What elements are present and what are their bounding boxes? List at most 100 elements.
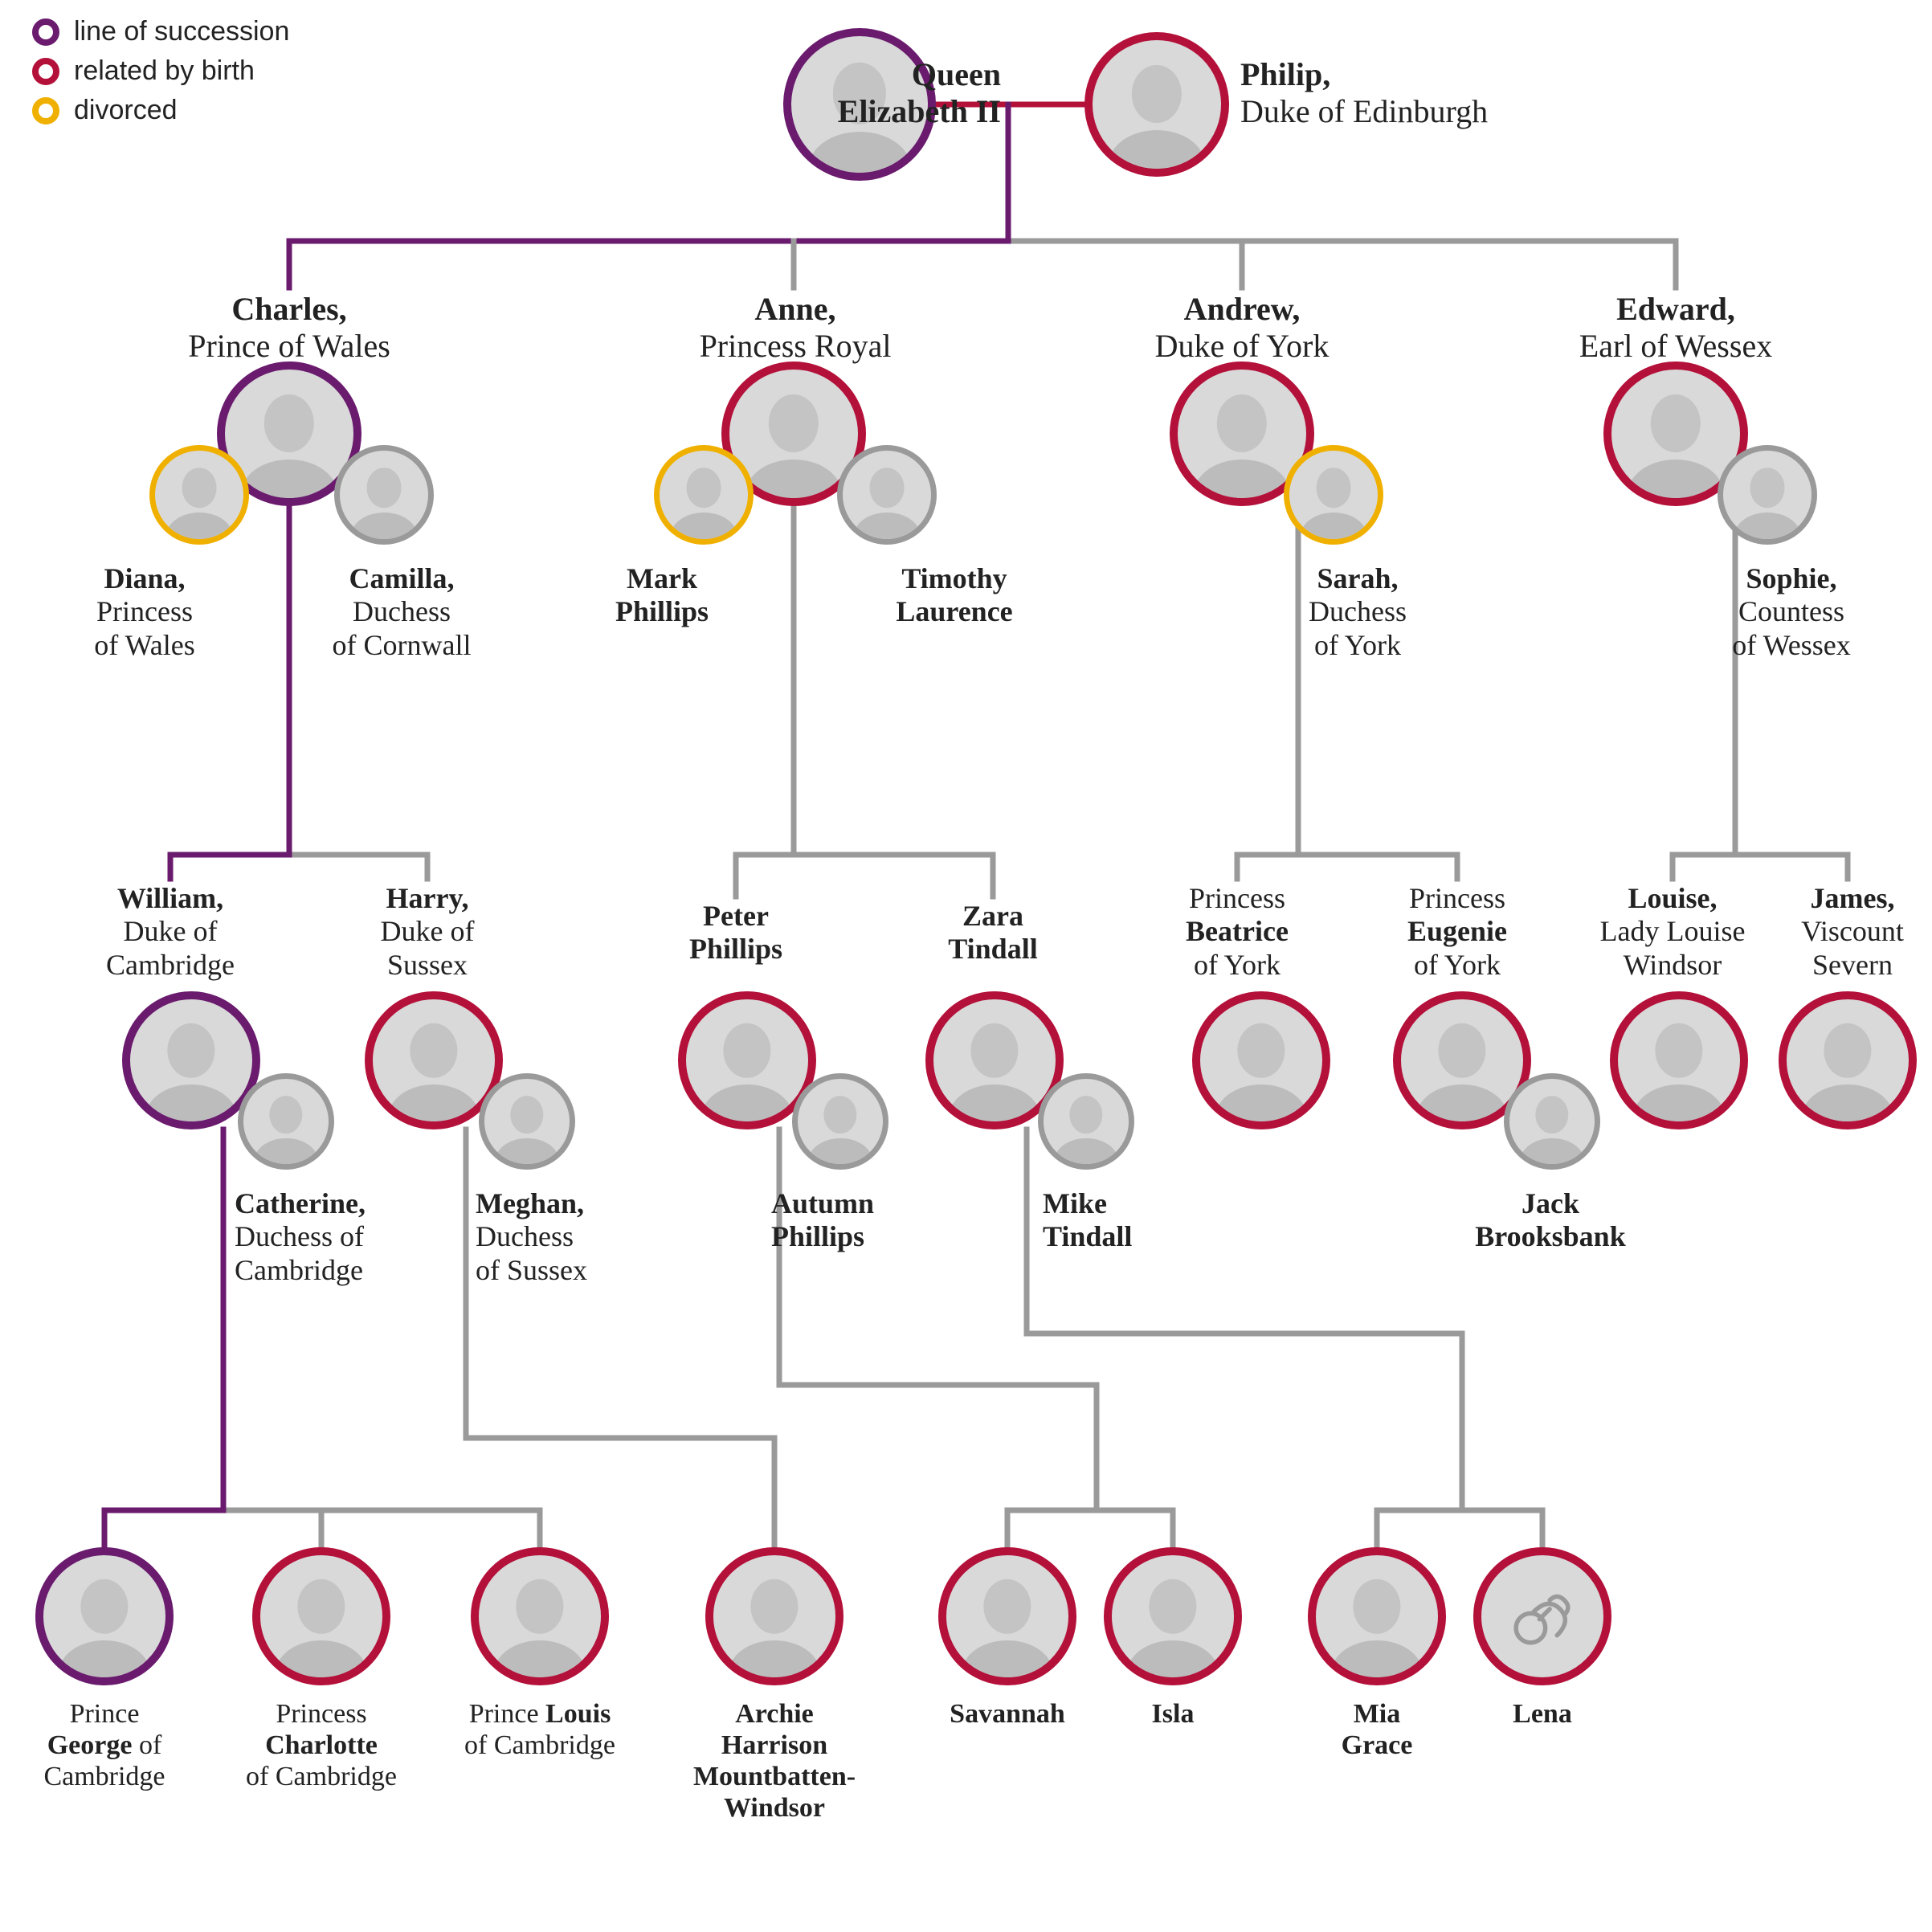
label-charles: Charles,Prince of Wales xyxy=(185,291,394,365)
label-sarah: Sarah,Duchessof York xyxy=(1277,562,1438,662)
label-harry: Harry,Duke ofSussex xyxy=(339,882,516,982)
legend-item-divorced: divorced xyxy=(32,95,289,126)
portrait-body-placeholder xyxy=(276,1640,367,1685)
portrait-diana xyxy=(149,445,249,545)
portrait-body-placeholder xyxy=(962,1640,1053,1685)
label-diana: Diana,Princessof Wales xyxy=(64,562,225,662)
portrait-face-placeholder xyxy=(823,1096,856,1134)
portrait-mike xyxy=(1038,1073,1134,1170)
portrait-body-placeholder xyxy=(388,1084,480,1129)
label-william: William,Duke ofCambridge xyxy=(74,882,267,982)
portrait-charlotte xyxy=(252,1547,390,1685)
portrait-face-placeholder xyxy=(1750,468,1785,508)
portrait-body-placeholder xyxy=(671,513,737,545)
label-catherine: Catherine,Duchess ofCambridge xyxy=(235,1187,443,1287)
portrait-body-placeholder xyxy=(1127,1640,1219,1685)
portrait-body-placeholder xyxy=(241,460,337,506)
label-jack: JackBrooksbank xyxy=(1446,1187,1655,1254)
label-savannah: Savannah xyxy=(924,1698,1091,1730)
portrait-body-placeholder xyxy=(1331,1640,1423,1685)
portrait-sarah xyxy=(1284,445,1383,545)
label-mia: MiaGrace xyxy=(1301,1698,1452,1761)
portrait-face-placeholder xyxy=(182,468,217,508)
label-andrew: Andrew,Duke of York xyxy=(1138,291,1346,365)
label-queen: QueenElizabeth II xyxy=(776,56,1001,130)
portrait-face-placeholder xyxy=(269,1096,302,1134)
portrait-face-placeholder xyxy=(970,1023,1018,1078)
portrait-lena xyxy=(1473,1547,1611,1685)
portrait-body-placeholder xyxy=(729,1640,820,1685)
portrait-mia xyxy=(1308,1547,1446,1685)
portrait-face-placeholder xyxy=(1317,468,1351,508)
portrait-face-placeholder xyxy=(516,1579,563,1634)
portrait-beatrice xyxy=(1192,991,1330,1129)
portrait-body-placeholder xyxy=(1301,513,1367,545)
portrait-isla xyxy=(1104,1547,1242,1685)
portrait-body-placeholder xyxy=(59,1640,150,1685)
portrait-face-placeholder xyxy=(1217,394,1267,452)
legend-label: line of succession xyxy=(74,16,289,47)
portrait-body-placeholder xyxy=(1734,513,1801,545)
portrait-face-placeholder xyxy=(1069,1096,1102,1134)
portrait-face-placeholder xyxy=(1353,1579,1400,1634)
portrait-body-placeholder xyxy=(1628,460,1724,506)
portrait-sophie xyxy=(1718,445,1817,545)
portrait-face-placeholder xyxy=(510,1096,543,1134)
portrait-face-placeholder xyxy=(983,1579,1031,1634)
portrait-body-placeholder xyxy=(1194,460,1290,506)
label-timothy: TimothyLaurence xyxy=(866,562,1043,629)
portrait-savannah xyxy=(938,1547,1076,1685)
portrait-face-placeholder xyxy=(1655,1023,1702,1078)
portrait-face-placeholder xyxy=(687,468,721,508)
portrait-face-placeholder xyxy=(723,1023,770,1078)
portrait-body-placeholder xyxy=(1416,1084,1508,1129)
pacifier-icon xyxy=(1505,1579,1579,1652)
portrait-meghan xyxy=(479,1073,575,1170)
portrait-body-placeholder xyxy=(854,513,921,545)
portrait-george xyxy=(35,1547,174,1685)
label-philip: Philip,Duke of Edinburgh xyxy=(1240,56,1578,130)
portrait-body-placeholder xyxy=(808,132,911,181)
portrait-jack xyxy=(1504,1073,1600,1170)
portrait-louise xyxy=(1610,991,1748,1129)
label-anne: Anne,Princess Royal xyxy=(691,291,900,365)
label-edward: Edward,Earl of Wessex xyxy=(1571,291,1780,365)
portrait-body-placeholder xyxy=(145,1084,237,1129)
label-louis: Prince Louisof Cambridge xyxy=(435,1698,644,1761)
portrait-catherine xyxy=(238,1073,334,1170)
portrait-body-placeholder xyxy=(166,513,233,545)
portrait-body-placeholder xyxy=(1520,1138,1584,1170)
portrait-philip xyxy=(1084,32,1229,177)
portrait-body-placeholder xyxy=(494,1640,586,1685)
portrait-face-placeholder xyxy=(264,394,314,452)
portrait-archie xyxy=(705,1547,843,1685)
label-archie: ArchieHarrisonMountbatten-Windsor xyxy=(659,1698,890,1824)
label-charlotte: PrincessCharlotteof Cambridge xyxy=(222,1698,421,1792)
portrait-face-placeholder xyxy=(1237,1023,1285,1078)
portrait-mark xyxy=(654,445,754,545)
portrait-face-placeholder xyxy=(1438,1023,1485,1078)
portrait-face-placeholder xyxy=(297,1579,345,1634)
divorced-swatch xyxy=(32,97,59,125)
portrait-body-placeholder xyxy=(949,1084,1040,1129)
portrait-body-placeholder xyxy=(808,1138,872,1170)
portrait-face-placeholder xyxy=(1132,65,1182,123)
portrait-autumn xyxy=(792,1073,888,1170)
legend-item-succession: line of succession xyxy=(32,16,289,47)
portrait-face-placeholder xyxy=(769,394,819,452)
portrait-face-placeholder xyxy=(1651,394,1701,452)
portrait-louis xyxy=(471,1547,609,1685)
portrait-face-placeholder xyxy=(1535,1096,1568,1134)
label-mike: MikeTindall xyxy=(1043,1187,1203,1254)
portrait-body-placeholder xyxy=(1802,1084,1893,1129)
label-autumn: AutumnPhillips xyxy=(771,1187,948,1254)
portrait-body-placeholder xyxy=(701,1084,793,1129)
portrait-face-placeholder xyxy=(870,468,905,508)
portrait-face-placeholder xyxy=(167,1023,214,1078)
legend: line of succession related by birth divorc… xyxy=(32,16,289,134)
portrait-body-placeholder xyxy=(1054,1138,1118,1170)
legend-label: divorced xyxy=(74,95,178,126)
portrait-face-placeholder xyxy=(750,1579,798,1634)
portrait-body-placeholder xyxy=(1633,1084,1725,1129)
legend-label: related by birth xyxy=(74,55,255,87)
